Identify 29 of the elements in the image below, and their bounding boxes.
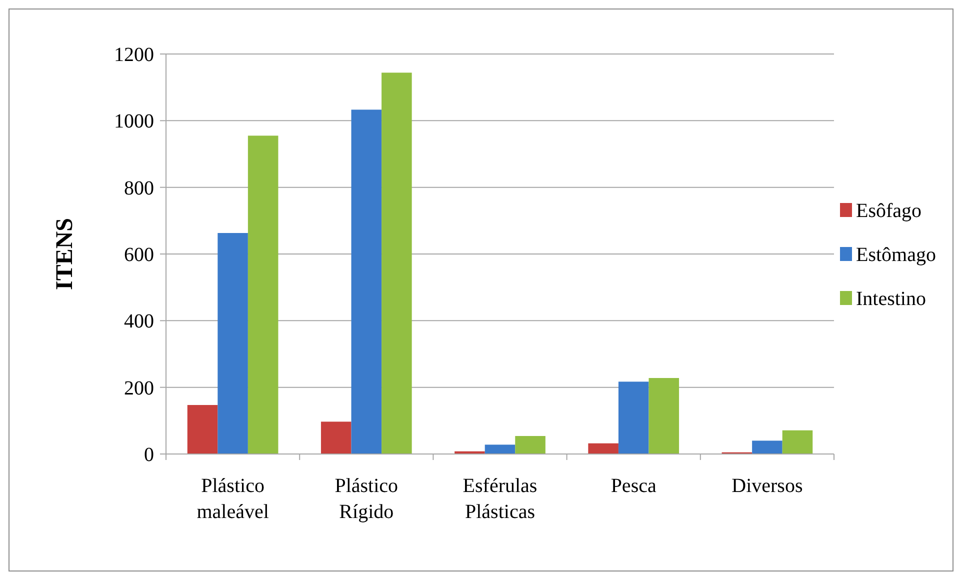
y-axis-title: ITENS — [52, 218, 78, 290]
x-tick-label: Diversos — [732, 475, 803, 497]
bar — [618, 382, 649, 454]
bar — [351, 110, 382, 454]
bar — [484, 444, 516, 454]
bar — [248, 136, 278, 454]
y-tick-label: 1200 — [114, 44, 154, 66]
bar — [782, 430, 813, 454]
legend-label: Intestino — [856, 288, 926, 310]
bar — [752, 440, 782, 454]
bar — [187, 405, 218, 454]
legend-label: Esôfago — [856, 200, 922, 222]
x-tick-label: Plástico maleável — [196, 475, 270, 523]
bar — [588, 443, 618, 454]
bar — [382, 72, 412, 454]
x-tick-label: Plástico Rígido — [334, 475, 398, 523]
legend-label: Estômago — [856, 244, 936, 266]
y-tick-label: 200 — [124, 377, 154, 400]
x-tick-label: Esférulas Plásticas — [462, 475, 538, 523]
y-tick-label: 600 — [124, 244, 154, 266]
bar — [515, 436, 546, 454]
y-tick-label: 1000 — [114, 110, 154, 133]
y-tick-label: 400 — [124, 310, 154, 333]
bar — [218, 233, 248, 454]
bar — [320, 422, 352, 454]
y-tick-label: 800 — [124, 177, 154, 200]
y-tick-label: 0 — [144, 444, 154, 466]
bar — [648, 378, 680, 454]
x-tick-label: Pesca — [610, 475, 656, 497]
